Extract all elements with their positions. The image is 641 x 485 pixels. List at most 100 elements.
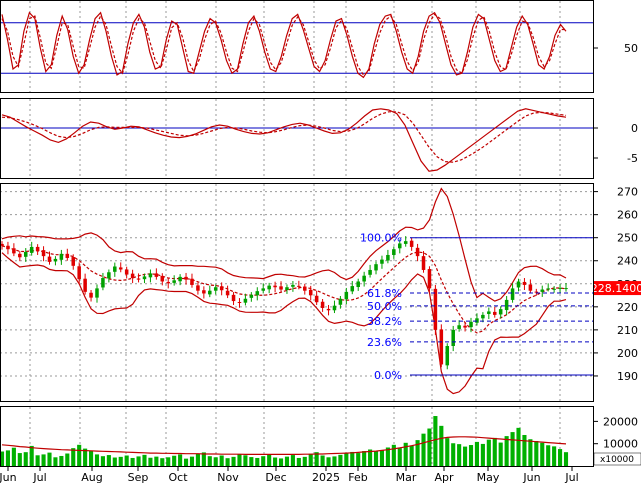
price-tick-label: 240 — [617, 255, 638, 268]
volume-bar — [166, 457, 171, 466]
volume-bar — [552, 446, 557, 466]
volume-bar — [148, 457, 153, 466]
price-tick-label: 200 — [617, 347, 638, 360]
candle-body — [231, 294, 236, 302]
fibonacci-label: 23.6% — [367, 336, 402, 349]
candle-body — [267, 285, 271, 290]
candle-body — [130, 273, 135, 279]
candle-body — [457, 325, 461, 329]
fibonacci-label: 50.0% — [367, 300, 402, 313]
candle-body — [273, 285, 277, 288]
candle-body — [487, 311, 491, 314]
volume-bar — [237, 454, 242, 466]
price-tick-label: 250 — [617, 232, 638, 245]
candle-body — [160, 275, 165, 282]
price-ticks: 270260250240230220210200190 — [594, 186, 638, 383]
volume-bar — [261, 456, 266, 466]
volume-bar — [308, 453, 313, 466]
volume-bar — [183, 458, 189, 466]
candle-body — [338, 298, 343, 305]
volume-bar — [255, 457, 260, 466]
x-axis: Jun Jul Aug Sep Oct Nov Dec 2025 Feb Mar Apr May Jun… — [0, 466, 594, 484]
macd-ticks: 0 -5 — [594, 122, 638, 165]
stochastic-grid — [29, 1, 561, 92]
candle-body — [184, 276, 188, 280]
volume-bar — [433, 416, 438, 466]
candle-body — [380, 259, 384, 264]
candle-body — [439, 329, 444, 365]
candle-body — [148, 273, 153, 278]
volume-bar — [486, 439, 491, 466]
x-tick-label: Jun — [0, 471, 17, 484]
candle-body — [326, 308, 331, 311]
candle-body — [47, 256, 52, 262]
volume-bar — [219, 455, 224, 466]
volume-bar — [403, 442, 408, 466]
candle-body — [492, 311, 497, 315]
candle-body — [23, 251, 28, 257]
volume-bar — [178, 454, 183, 466]
bollinger-middle — [1, 245, 567, 334]
bollinger-upper — [1, 187, 567, 302]
volume-bar — [278, 458, 284, 466]
volume-bar — [290, 455, 295, 466]
candle-body — [344, 291, 349, 300]
volume-bar — [23, 452, 28, 466]
volume-bar — [504, 436, 509, 466]
candle-body — [433, 288, 438, 330]
volume-bar — [391, 444, 396, 466]
candle-body — [213, 287, 218, 291]
fibonacci-label: 0.0% — [374, 369, 402, 382]
candle-body — [564, 288, 568, 290]
candle-body — [71, 257, 76, 266]
candle-body — [415, 247, 420, 257]
macd-signal-line — [1, 111, 567, 163]
volume-bar — [142, 454, 147, 466]
candle-body — [136, 278, 141, 280]
x-tick-label: Jun — [522, 471, 540, 484]
macd-tick-label: 0 — [631, 122, 638, 135]
volume-bar — [243, 455, 248, 466]
volume-bar — [528, 439, 533, 466]
volume-bar — [35, 455, 40, 466]
volume-bar — [172, 455, 177, 466]
candle-body — [237, 301, 242, 303]
candle-body — [208, 290, 212, 295]
candle-body — [421, 256, 426, 270]
volume-bar — [445, 438, 450, 466]
volume-tick-label: 20000 — [603, 415, 638, 428]
volume-bar — [480, 443, 485, 466]
x-tick-label: May — [477, 471, 500, 484]
x-tick-label: Jul — [32, 471, 46, 484]
candle-body — [41, 250, 46, 257]
x-tick-label: Oct — [168, 471, 188, 484]
volume-bars — [0, 416, 569, 466]
stochastic-panel: 50 — [0, 0, 638, 93]
fibonacci-label: 100.0% — [360, 232, 402, 245]
volume-bar — [83, 448, 88, 466]
candle-body — [124, 269, 129, 275]
volume-bar — [451, 443, 456, 466]
volume-bar — [118, 456, 123, 466]
candle-body — [83, 278, 87, 292]
candle-body — [35, 246, 40, 252]
macd-grid — [29, 99, 561, 178]
macd-frame — [0, 98, 594, 179]
candle-body — [445, 346, 450, 366]
candle-body — [166, 281, 170, 284]
volume-average — [1, 436, 567, 455]
price-candles — [0, 236, 568, 370]
volume-multiplier-label: x10000 — [600, 455, 634, 465]
candle-body — [154, 273, 159, 277]
candle-body — [303, 286, 307, 291]
volume-bar — [338, 454, 343, 466]
volume-bar — [189, 456, 195, 466]
last-price-tag-label: 228.1400 — [591, 282, 641, 295]
x-tick-label: Apr — [434, 471, 454, 484]
price-panel: 100.0% 61.8%50.0% 38.2% 23.6% 0.0% 270 260 250… — [0, 183, 641, 402]
candle-body — [18, 253, 22, 258]
candle-body — [427, 269, 432, 289]
candle-body — [243, 298, 248, 303]
volume-bar — [516, 427, 521, 466]
